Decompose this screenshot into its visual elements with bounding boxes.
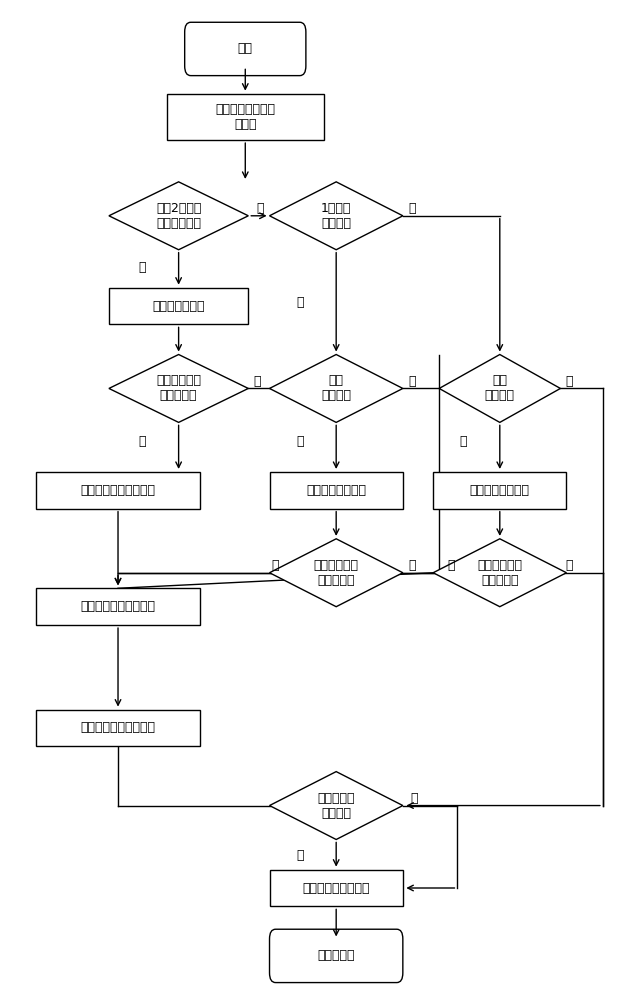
FancyBboxPatch shape [270, 870, 403, 906]
Text: 是: 是 [296, 296, 303, 309]
Text: 校验后有确定
必正常星敏: 校验后有确定 必正常星敏 [156, 374, 201, 402]
Text: 太敏
数据有效: 太敏 数据有效 [321, 374, 351, 402]
Text: 是: 是 [296, 849, 303, 862]
Polygon shape [270, 182, 403, 250]
Text: 否: 否 [566, 375, 573, 388]
Text: 否: 否 [408, 202, 416, 216]
Polygon shape [270, 355, 403, 422]
Polygon shape [270, 539, 403, 607]
Polygon shape [270, 772, 403, 840]
Text: 否: 否 [254, 375, 261, 388]
Text: 是: 是 [460, 435, 467, 448]
FancyBboxPatch shape [433, 472, 567, 509]
Text: 星敏地敏相互校验: 星敏地敏相互校验 [470, 484, 530, 497]
FancyBboxPatch shape [184, 22, 306, 76]
Text: 是: 是 [448, 559, 455, 572]
Polygon shape [109, 355, 248, 422]
Text: 星敏间相互校验: 星敏间相互校验 [153, 300, 205, 312]
FancyBboxPatch shape [36, 588, 200, 625]
Text: 否: 否 [408, 559, 416, 572]
Text: 校验后有确定
必正常星敏: 校验后有确定 必正常星敏 [477, 559, 522, 587]
Text: 1个星敏
数据有效: 1个星敏 数据有效 [321, 202, 351, 230]
Text: 否: 否 [410, 792, 417, 805]
FancyBboxPatch shape [270, 929, 403, 983]
FancyBboxPatch shape [270, 472, 403, 509]
FancyBboxPatch shape [167, 94, 324, 140]
Text: 利用正常星敏校验地敏: 利用正常星敏校验地敏 [81, 600, 156, 613]
Text: 敏感器输出有效性
自判断: 敏感器输出有效性 自判断 [215, 103, 275, 131]
Text: 否: 否 [408, 375, 416, 388]
Polygon shape [439, 355, 560, 422]
Text: 校验后有确定
必正常星敏: 校验后有确定 必正常星敏 [314, 559, 359, 587]
Text: 星敏太敏相互校验: 星敏太敏相互校验 [306, 484, 366, 497]
Text: 否: 否 [566, 559, 573, 572]
Polygon shape [433, 539, 567, 607]
Polygon shape [109, 182, 248, 250]
Text: 地敏和太敏相互校验: 地敏和太敏相互校验 [303, 882, 370, 894]
Text: 利用正常星敏校验陀螺: 利用正常星敏校验陀螺 [81, 721, 156, 734]
Text: 利用正常星敏校验太敏: 利用正常星敏校验太敏 [81, 484, 156, 497]
Text: 否: 否 [257, 202, 264, 216]
Text: 是: 是 [139, 261, 146, 274]
Text: 开始: 开始 [238, 42, 252, 55]
Text: 是: 是 [139, 435, 146, 448]
Text: 是: 是 [296, 435, 303, 448]
FancyBboxPatch shape [109, 288, 248, 324]
Text: 是: 是 [272, 559, 279, 572]
FancyBboxPatch shape [36, 472, 200, 509]
Text: 互校验结束: 互校验结束 [317, 949, 355, 962]
Text: 至少2个星敏
姿态数据有效: 至少2个星敏 姿态数据有效 [156, 202, 202, 230]
Text: 地敏和太敏
数据有效: 地敏和太敏 数据有效 [317, 792, 355, 820]
FancyBboxPatch shape [36, 710, 200, 746]
Text: 地敏
数据有效: 地敏 数据有效 [485, 374, 515, 402]
